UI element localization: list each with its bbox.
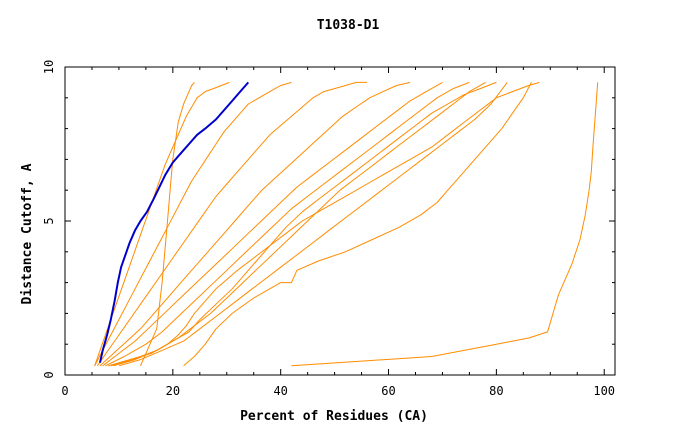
x-tick-label: 60: [381, 384, 395, 398]
y-axis-label: Distance Cutoff, A: [20, 163, 35, 304]
chart-title: T1038-D1: [317, 18, 380, 33]
model-series-line-5: [105, 81, 470, 367]
highlighted-series-line: [99, 81, 250, 363]
axes: 0 20 40 60 80 100 0 5 10: [42, 60, 615, 398]
x-tick-label: 100: [593, 384, 615, 398]
y-tick-label: 0: [42, 371, 56, 378]
model-series-line-11: [140, 82, 195, 367]
model-series-line-3: [107, 81, 540, 367]
model-series-line-12: [118, 82, 508, 367]
x-tick-label: 80: [489, 384, 503, 398]
model-series-line-8: [96, 81, 367, 367]
model-series-line-4: [110, 81, 497, 367]
x-tick-label: 40: [273, 384, 287, 398]
model-series-line-9: [94, 81, 292, 367]
x-tick-label: 20: [166, 384, 180, 398]
x-tick-label: 0: [61, 384, 68, 398]
model-series-line-13: [113, 81, 486, 367]
model-series-line-10: [94, 81, 230, 366]
x-axis-label: Percent of Residues (CA): [240, 409, 428, 424]
y-tick-label: 10: [42, 60, 56, 74]
model-series-line-6: [102, 81, 443, 367]
series-lines: [94, 81, 599, 367]
y-tick-label: 5: [42, 217, 56, 224]
model-series-line-1: [291, 82, 599, 367]
model-series-line-2: [183, 82, 532, 367]
model-series-line-7: [99, 81, 411, 367]
